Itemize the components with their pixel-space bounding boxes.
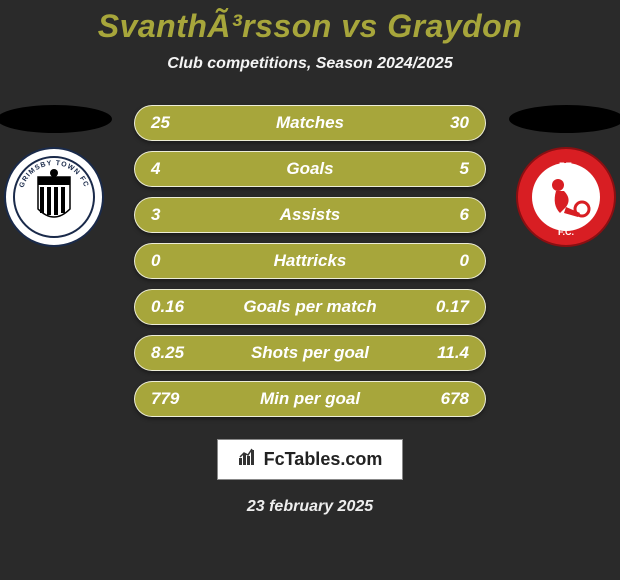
bar-chart-icon (238, 448, 258, 471)
player-shadow-right (509, 105, 620, 133)
stat-row: 4Goals5 (134, 151, 486, 187)
stat-row: 3Assists6 (134, 197, 486, 233)
left-team-crest: GRIMSBY TOWN FC (4, 147, 104, 247)
right-team-crest: F.T. F.C. (516, 147, 616, 247)
stat-row: 0Hattricks0 (134, 243, 486, 279)
stats-column: 25Matches304Goals53Assists60Hattricks00.… (134, 105, 486, 417)
fctables-label: FcTables.com (264, 449, 383, 470)
stat-right-value: 5 (421, 159, 469, 179)
fleetwood-crest-icon: F.T. F.C. (516, 147, 616, 247)
player-shadow-left (0, 105, 112, 133)
stat-right-value: 11.4 (421, 343, 469, 363)
stat-label: Shots per goal (199, 343, 421, 363)
stat-label: Matches (199, 113, 421, 133)
stat-row: 0.16Goals per match0.17 (134, 289, 486, 325)
comparison-date: 23 february 2025 (247, 498, 373, 516)
stat-left-value: 4 (151, 159, 199, 179)
stat-label: Goals per match (199, 297, 421, 317)
stat-right-value: 678 (421, 389, 469, 409)
stat-left-value: 0.16 (151, 297, 199, 317)
stat-right-value: 6 (421, 205, 469, 225)
page-title: SvanthÃ³rsson vs Graydon (98, 8, 523, 45)
stat-left-value: 25 (151, 113, 199, 133)
right-team-col: F.T. F.C. (486, 105, 606, 247)
stat-left-value: 0 (151, 251, 199, 271)
stat-label: Hattricks (199, 251, 421, 271)
fctables-link[interactable]: FcTables.com (217, 439, 404, 480)
stat-row: 25Matches30 (134, 105, 486, 141)
svg-text:F.C.: F.C. (558, 227, 574, 237)
stat-left-value: 779 (151, 389, 199, 409)
left-team-col: GRIMSBY TOWN FC (14, 105, 134, 247)
grimsby-crest-icon: GRIMSBY TOWN FC (4, 147, 104, 247)
page-subtitle: Club competitions, Season 2024/2025 (167, 55, 452, 73)
stat-right-value: 0 (421, 251, 469, 271)
stat-left-value: 3 (151, 205, 199, 225)
stat-label: Goals (199, 159, 421, 179)
stat-label: Min per goal (199, 389, 421, 409)
stat-right-value: 30 (421, 113, 469, 133)
stat-right-value: 0.17 (421, 297, 469, 317)
stat-row: 8.25Shots per goal11.4 (134, 335, 486, 371)
stat-row: 779Min per goal678 (134, 381, 486, 417)
comparison-card: SvanthÃ³rsson vs Graydon Club competitio… (0, 0, 620, 580)
svg-text:F.T.: F.T. (559, 161, 573, 171)
main-row: GRIMSBY TOWN FC 25Matches (0, 105, 620, 417)
stat-left-value: 8.25 (151, 343, 199, 363)
stat-label: Assists (199, 205, 421, 225)
